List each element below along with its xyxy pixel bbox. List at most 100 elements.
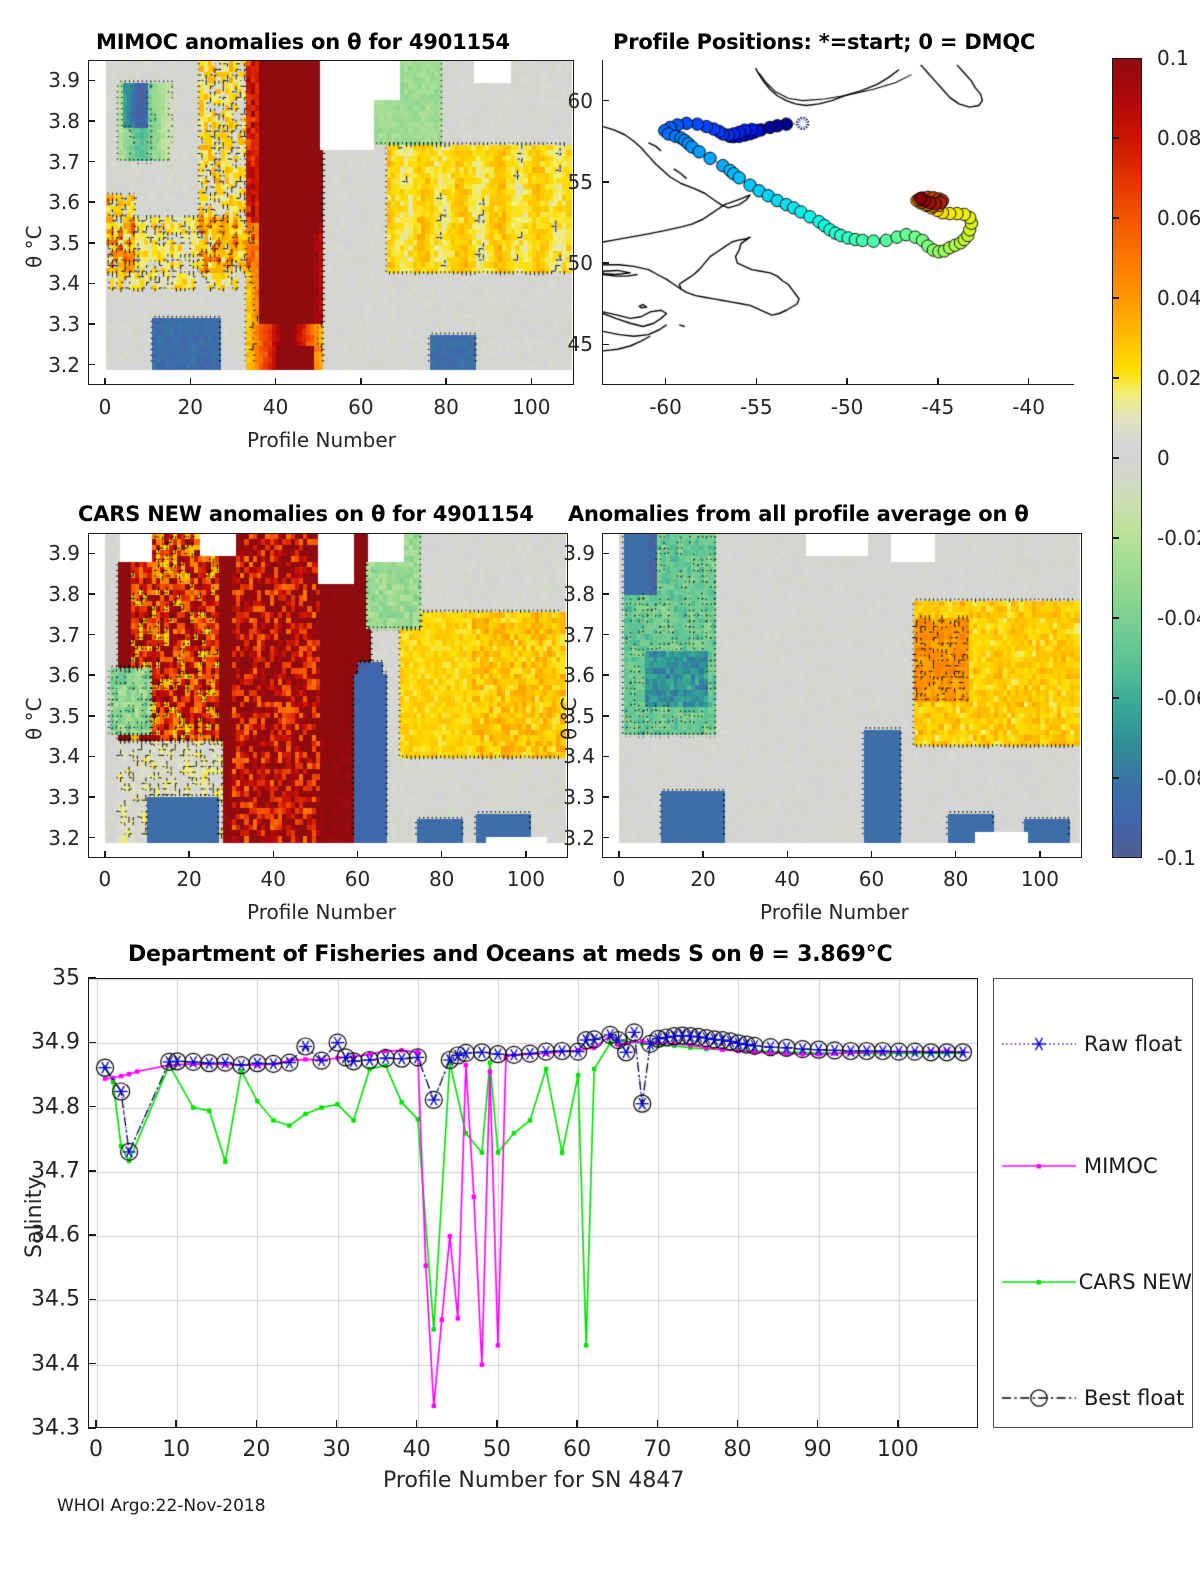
colorbar-segment [1113, 475, 1141, 480]
mimoc-ytickmark-3.5 [88, 242, 95, 244]
colorbar-segment [1113, 740, 1141, 745]
colorbar-segment [1113, 283, 1141, 288]
allprof-ytickmark-3.8 [602, 593, 609, 595]
colorbar-tick-0p04: 0.04 [1157, 286, 1200, 310]
legend-label-best-float: Best float [1084, 1386, 1185, 1410]
colorbar-segment [1113, 668, 1141, 672]
colorbar-segment [1113, 610, 1141, 614]
colorbar-segment [1113, 240, 1141, 244]
colorbar-segment [1113, 653, 1141, 658]
colorbar-segment [1113, 254, 1141, 259]
colorbar-segment [1113, 504, 1141, 509]
cars-xtickmark-20 [188, 851, 190, 858]
salinity-xtick-80: 80 [723, 1437, 752, 1462]
mimoc-ytickmark-3.6 [88, 201, 95, 203]
colorbar-segment [1113, 175, 1141, 179]
colorbar-segment [1113, 171, 1141, 175]
salinity-legend: Raw float MIMOC CARS NEW Best float [993, 978, 1193, 1428]
colorbar-segment [1113, 251, 1141, 255]
salinity-xtick-30: 30 [322, 1437, 351, 1462]
colorbar-segment [1113, 591, 1141, 596]
salinity-xtick-20: 20 [242, 1437, 271, 1462]
cars-ytick-3.7: 3.7 [48, 622, 80, 647]
allprof-xtick-0: 0 [612, 867, 626, 891]
colorbar-segment [1113, 363, 1141, 368]
colorbar-segment [1113, 320, 1141, 324]
cars-ytickmark-3.6 [88, 674, 95, 676]
allprof-title: Anomalies from all profile average on θ [568, 502, 1029, 526]
colorbar-segment [1113, 613, 1141, 618]
colorbar-tickmark [1112, 537, 1119, 539]
colorbar-segment [1113, 414, 1141, 418]
colorbar-segment [1113, 156, 1141, 161]
cars-xtickmark-100 [525, 851, 527, 858]
legend-label-mimoc: MIMOC [1084, 1154, 1158, 1178]
mimoc-ytickmark-3.7 [88, 160, 95, 163]
legend-line-sample [1000, 1154, 1078, 1178]
salinity-xtickmark-20 [255, 1420, 258, 1428]
cars-ytick-3.2: 3.2 [48, 825, 80, 850]
allprof-heatmap-canvas [603, 534, 1081, 857]
colorbar-segment [1113, 700, 1141, 705]
colorbar-segment [1113, 541, 1141, 545]
legend-label-cars-new: CARS NEW [1078, 1270, 1192, 1294]
colorbar-segment [1113, 164, 1141, 168]
salinity-xtick-90: 90 [803, 1437, 832, 1462]
salinity-ytick-34.5: 34.5 [31, 1286, 80, 1312]
colorbar-segment [1113, 189, 1141, 194]
colorbar-segment [1113, 62, 1141, 67]
colorbar-segment [1113, 599, 1141, 603]
colorbar-segment [1113, 59, 1141, 63]
salinity-ytick-34.4: 34.4 [31, 1351, 80, 1377]
salinity-ytick-34.9: 34.9 [31, 1029, 80, 1055]
colorbar-segment [1113, 791, 1141, 795]
colorbar-segment [1113, 109, 1141, 114]
colorbar-segment [1113, 468, 1141, 473]
cars-ytickmark-3.2 [88, 836, 95, 839]
cars-xtick-80: 80 [428, 867, 455, 891]
colorbar-segment [1113, 91, 1141, 96]
allprof-xlabel: Profile Number [760, 900, 909, 924]
colorbar-segment [1113, 138, 1141, 143]
colorbar-segment [1113, 736, 1141, 741]
colorbar-segment [1113, 559, 1141, 563]
legend-sample-best-float-icon [1000, 1386, 1078, 1410]
colorbar-segment [1113, 291, 1141, 295]
salinity-xtickmark-100 [897, 1420, 899, 1428]
map-xtickmark--55 [755, 378, 757, 385]
mimoc-axes [88, 60, 574, 385]
allprof-ytickmark-3.3 [602, 796, 609, 798]
colorbar-segment [1113, 784, 1141, 788]
colorbar-segment [1113, 349, 1141, 353]
positions-axes [602, 60, 1074, 385]
colorbar-tickmark [1112, 297, 1119, 299]
salinity-xtickmark-70 [656, 1420, 658, 1428]
salinity-xlabel: Profile Number for SN 4847 [383, 1468, 685, 1493]
colorbar-segment [1113, 265, 1141, 270]
colorbar-segment [1113, 552, 1141, 556]
colorbar-tick-0p1: 0.1 [1157, 46, 1189, 70]
allprof-ytick-3.6: 3.6 [563, 663, 595, 688]
cars-ytickmark-3.9 [88, 552, 95, 554]
salinity-xtickmark-10 [175, 1420, 177, 1428]
colorbar-tickmark [1112, 137, 1119, 139]
colorbar-segment [1113, 834, 1141, 839]
map-xtickmark--45 [937, 378, 939, 385]
colorbar-segment [1113, 515, 1141, 520]
colorbar-segment [1113, 671, 1141, 676]
colorbar-tickmark [1112, 217, 1119, 219]
colorbar-segment [1113, 577, 1141, 581]
salinity-xtickmark-50 [496, 1420, 498, 1428]
cars-ytickmark-3.3 [88, 796, 95, 798]
colorbar-segment [1113, 758, 1141, 763]
salinity-xtick-40: 40 [402, 1437, 431, 1462]
colorbar-segment [1113, 548, 1141, 552]
cars-ytickmark-3.7 [88, 633, 95, 636]
colorbar-segment [1113, 269, 1141, 273]
colorbar-segment [1113, 66, 1141, 70]
colorbar-segment [1113, 149, 1141, 154]
map-ytickmark-55 [602, 181, 609, 183]
colorbar-segment [1113, 88, 1141, 92]
colorbar-segment [1113, 370, 1141, 375]
